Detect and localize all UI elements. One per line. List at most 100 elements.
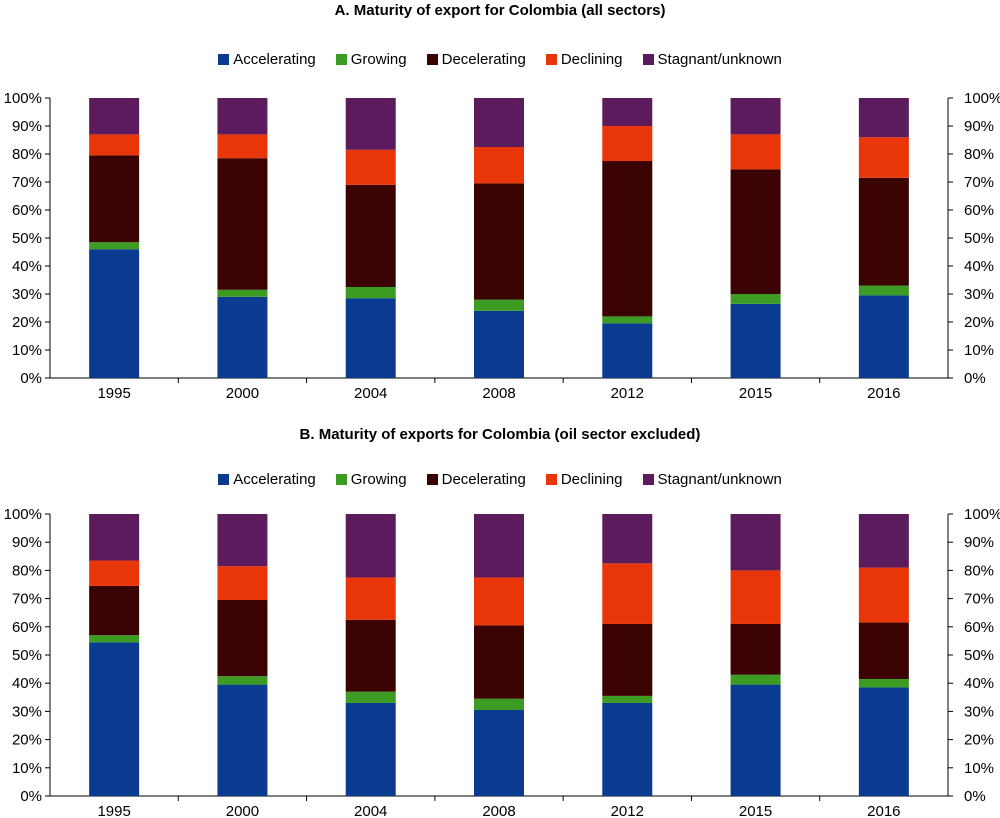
bar-decelerating-2004: [345, 184, 396, 287]
bar-stagnant-unknown-1995: [89, 514, 140, 561]
legend-label: Growing: [350, 51, 407, 68]
y-tick-label-right: 60%: [964, 202, 994, 219]
bar-declining-1995: [89, 560, 140, 586]
legend-item: Stagnant/unknown: [642, 51, 782, 68]
bar-accelerating-2000: [217, 684, 268, 796]
legend-label: Accelerating: [233, 471, 316, 488]
bar-growing-2004: [345, 691, 396, 703]
y-tick-label-left: 100%: [4, 506, 42, 523]
x-tick-label: 2015: [739, 803, 772, 818]
y-tick-label-left: 60%: [12, 619, 42, 636]
bar-growing-1995: [89, 635, 140, 643]
chart-panel-a: A. Maturity of export for Colombia (all …: [0, 2, 1000, 402]
y-tick-label-right: 90%: [964, 118, 994, 135]
bar-stagnant-unknown-2016: [858, 514, 909, 568]
y-tick-label-left: 0%: [20, 370, 42, 387]
bar-declining-2000: [217, 134, 268, 159]
y-tick-label-right: 40%: [964, 258, 994, 275]
y-tick-label-left: 40%: [12, 675, 42, 692]
bar-declining-1995: [89, 134, 140, 156]
legend-label: Decelerating: [441, 51, 526, 68]
legend-label: Declining: [560, 471, 623, 488]
y-tick-label-left: 80%: [12, 562, 42, 579]
x-tick-label: 2016: [867, 385, 900, 402]
y-tick-label-left: 20%: [12, 732, 42, 749]
y-tick-label-left: 30%: [12, 703, 42, 720]
y-tick-label-right: 20%: [964, 732, 994, 749]
legend-swatch: [335, 474, 347, 485]
bar-decelerating-2016: [858, 622, 909, 679]
y-tick-label-left: 100%: [4, 90, 42, 107]
y-tick-label-right: 80%: [964, 562, 994, 579]
y-tick-label-left: 50%: [12, 647, 42, 664]
chart-title: A. Maturity of export for Colombia (all …: [334, 2, 666, 19]
legend-label: Growing: [350, 471, 407, 488]
bar-accelerating-2000: [217, 296, 268, 378]
y-tick-label-left: 30%: [12, 286, 42, 303]
bar-declining-2008: [474, 147, 524, 184]
chart-panel-b: B. Maturity of exports for Colombia (oil…: [0, 418, 1000, 818]
y-tick-label-right: 30%: [964, 286, 994, 303]
bar-declining-2008: [474, 577, 524, 626]
bar-declining-2012: [602, 563, 653, 624]
bar-stagnant-unknown-1995: [89, 98, 140, 135]
bar-accelerating-1995: [89, 642, 140, 796]
legend-item: Growing: [335, 51, 407, 68]
y-tick-label-left: 90%: [12, 118, 42, 135]
bar-declining-2012: [602, 126, 653, 161]
bar-growing-2000: [217, 676, 268, 685]
bar-stagnant-unknown-2004: [345, 98, 396, 150]
bar-growing-2000: [217, 289, 268, 297]
bar-accelerating-2008: [474, 709, 524, 796]
y-tick-label-right: 50%: [964, 230, 994, 247]
y-tick-label-left: 20%: [12, 314, 42, 331]
bar-stagnant-unknown-2008: [474, 514, 524, 578]
y-tick-label-right: 20%: [964, 314, 994, 331]
y-tick-label-right: 10%: [964, 342, 994, 359]
bar-growing-2015: [730, 674, 781, 685]
bar-accelerating-2016: [858, 687, 909, 796]
y-tick-label-left: 80%: [12, 146, 42, 163]
bar-decelerating-2012: [602, 623, 653, 696]
legend-item: Decelerating: [426, 471, 526, 488]
y-tick-label-left: 10%: [12, 760, 42, 777]
legend-swatch: [426, 54, 438, 65]
legend-item: Declining: [545, 471, 623, 488]
y-tick-label-left: 90%: [12, 534, 42, 551]
bar-stagnant-unknown-2015: [730, 98, 781, 135]
bar-decelerating-2008: [474, 183, 524, 300]
y-tick-label-right: 0%: [964, 788, 986, 805]
bar-decelerating-2000: [217, 158, 268, 290]
y-tick-label-right: 10%: [964, 760, 994, 777]
bar-accelerating-2004: [345, 702, 396, 796]
bar-decelerating-2015: [730, 623, 781, 675]
legend-item: Growing: [335, 471, 407, 488]
bar-stagnant-unknown-2012: [602, 98, 653, 126]
y-tick-label-right: 100%: [964, 90, 1000, 107]
bar-growing-2004: [345, 287, 396, 299]
bar-stagnant-unknown-2008: [474, 98, 524, 147]
bar-declining-2004: [345, 577, 396, 620]
x-tick-label: 2012: [611, 385, 644, 402]
legend-label: Declining: [560, 51, 623, 68]
bar-stagnant-unknown-2000: [217, 98, 268, 135]
legend-item: Decelerating: [426, 51, 526, 68]
bar-decelerating-2016: [858, 177, 909, 286]
x-tick-label: 2012: [611, 803, 644, 818]
bar-growing-2008: [474, 698, 524, 710]
y-tick-label-right: 100%: [964, 506, 1000, 523]
bar-declining-2015: [730, 134, 781, 170]
bar-growing-2012: [602, 695, 653, 703]
bar-accelerating-1995: [89, 249, 140, 378]
y-tick-label-left: 50%: [12, 230, 42, 247]
x-tick-label: 2000: [226, 803, 259, 818]
legend-swatch: [642, 474, 654, 485]
x-tick-label: 2004: [354, 385, 387, 402]
chart-legend: Accelerating Growing Decelerating Declining…: [0, 51, 1000, 68]
x-tick-label: 2016: [867, 803, 900, 818]
legend-swatch: [218, 474, 230, 485]
bar-decelerating-1995: [89, 155, 140, 243]
y-tick-label-right: 70%: [964, 591, 994, 608]
y-tick-label-right: 60%: [964, 619, 994, 636]
bar-stagnant-unknown-2015: [730, 514, 781, 571]
